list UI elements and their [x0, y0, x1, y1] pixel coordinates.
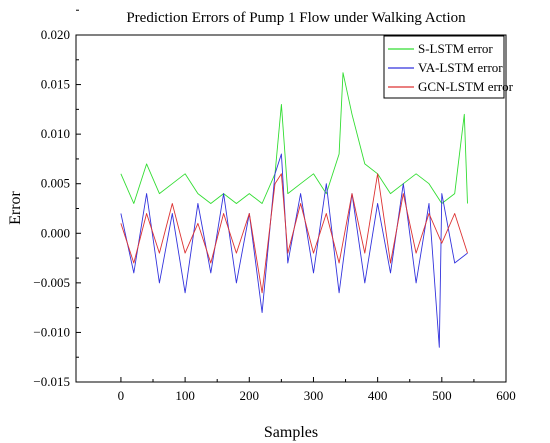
y-axis-label: Error	[7, 190, 24, 224]
y-tick-label: 0.015	[41, 77, 70, 92]
legend-box	[383, 35, 505, 99]
x-tick-label: 500	[432, 388, 452, 403]
x-tick-label: 600	[496, 388, 516, 403]
y-tick-label: −0.010	[33, 324, 70, 339]
chart-title: Prediction Errors of Pump 1 Flow under W…	[126, 10, 466, 26]
y-tick-label: −0.005	[33, 275, 70, 290]
y-tick-label: −0.015	[33, 374, 70, 389]
series-layer	[120, 72, 468, 348]
x-tick-label: 100	[175, 388, 195, 403]
x-axis: 0 100 200 300 400 500 600	[118, 377, 516, 403]
series-line-1	[120, 72, 468, 204]
legend-label: S-LSTM error	[418, 41, 493, 56]
legend-label: VA-LSTM error	[418, 60, 503, 75]
x-tick-label: 400	[368, 388, 388, 403]
y-tick-label: 0.005	[41, 176, 70, 191]
legend: S-LSTM error VA-LSTM error GCN-LSTM error	[383, 35, 514, 99]
x-axis-label: Samples	[264, 424, 318, 441]
series-line-3	[120, 173, 468, 294]
y-tick-label: 0.020	[41, 27, 70, 42]
y-tick-label: 0.010	[41, 126, 70, 141]
x-tick-label: 300	[304, 388, 324, 403]
y-tick-label: 0.000	[41, 225, 70, 240]
y-axis: −0.015 −0.010 −0.005 0.000 0.005 0.010 0.015 0.…	[33, 9, 81, 389]
legend-label: GCN-LSTM error	[418, 79, 514, 94]
x-tick-label: 200	[240, 388, 260, 403]
x-tick-label: 0	[118, 388, 125, 403]
